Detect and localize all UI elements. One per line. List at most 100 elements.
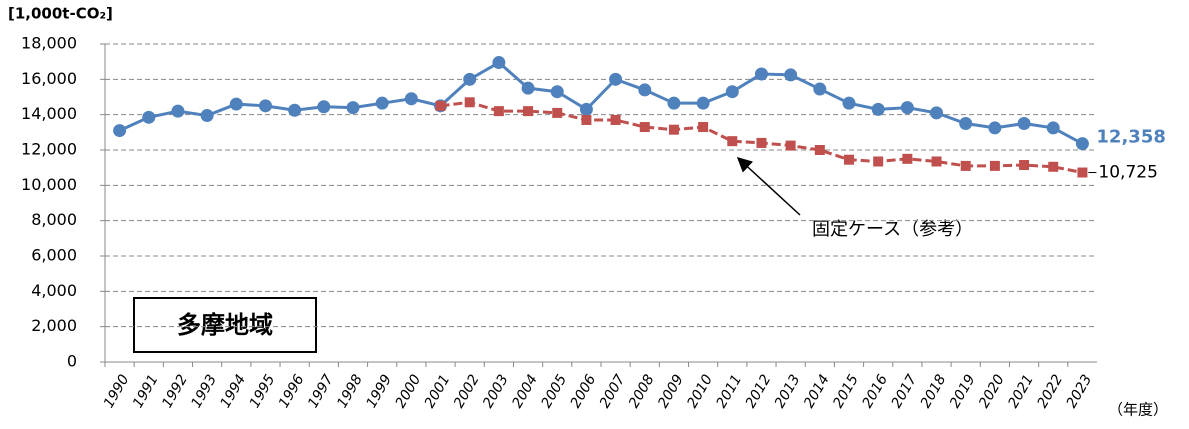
x-tick-label: 2021 [1005,372,1037,411]
point [698,122,709,133]
x-tick-label: 2015 [830,372,862,411]
x-tick-label: 1995 [247,372,279,411]
x-tick-label: 2004 [509,372,541,411]
point [1019,160,1030,171]
point [609,72,623,86]
y-tick-label: 0 [67,352,77,371]
x-tick-label: 2005 [538,372,570,411]
x-tick-label: 2006 [568,372,600,411]
point [756,137,767,148]
point [727,136,738,147]
region-title: 多摩地域 [177,311,273,339]
y-tick-label: 2,000 [31,316,77,335]
point [579,102,593,116]
point [200,109,214,123]
point [521,81,535,95]
y-tick-label: 12,000 [21,140,77,159]
y-tick-label: 16,000 [21,69,77,88]
x-tick-label: 1994 [218,372,250,411]
point [288,103,302,117]
x-tick-label: 2012 [743,372,775,411]
y-tick-label: 14,000 [21,104,77,123]
x-tick-label: 2007 [597,372,629,411]
x-tick-label: 1999 [363,372,395,411]
x-axis-label: （年度） [1108,401,1168,419]
x-tick-label: 2020 [976,372,1008,411]
x-tick-label: 1990 [101,372,133,411]
series-line [440,100,1083,174]
point [930,106,944,120]
point [229,97,243,111]
y-tick-label: 18,000 [21,34,77,53]
point [1077,167,1088,178]
x-tick-label: 1998 [334,372,366,411]
point [171,104,185,118]
point [960,160,971,171]
point [785,140,796,151]
point [842,96,856,110]
point [931,156,942,167]
x-tick-label: 2016 [859,372,891,411]
x-tick-label: 2018 [918,372,950,411]
x-tick-label: 2003 [480,372,512,411]
point [523,106,534,117]
point [754,67,768,81]
point [667,96,681,110]
x-tick-label: 2022 [1034,372,1066,411]
annotation: 固定ケース（参考） [812,219,973,240]
y-axis-label: [1,000t-CO₂] [8,5,113,23]
point [581,114,592,125]
x-tick-label: 2023 [1064,372,1096,411]
x-tick-label: 1996 [276,372,308,411]
point [142,110,156,124]
point [493,106,504,117]
point [902,153,913,164]
x-tick-label: 1992 [159,372,191,411]
annotation-arrow [736,156,801,216]
point [113,124,127,138]
x-tick-label: 2019 [947,372,979,411]
point [550,85,564,99]
y-tick-label: 8,000 [31,210,77,229]
point [988,121,1002,135]
point [959,117,973,130]
x-tick-label: 2001 [422,372,454,411]
x-tick-label: 2009 [655,372,687,411]
point [404,92,418,106]
point [610,114,621,125]
point [871,102,885,116]
value-label: 12,358 [1096,127,1165,148]
point [1075,137,1089,151]
point [1048,161,1059,172]
value-label: 10,725 [1098,163,1157,183]
point [814,145,825,155]
point [725,85,739,99]
point [638,83,652,97]
x-tick-label: 2013 [772,372,804,411]
y-tick-label: 10,000 [21,175,77,194]
x-tick-label: 2008 [626,372,658,411]
y-tick-label: 6,000 [31,246,77,265]
point [464,97,475,108]
point [668,124,679,135]
point [696,96,710,110]
y-tick-label: 4,000 [31,281,77,300]
point [844,154,854,165]
point [989,160,1000,171]
point [492,56,506,70]
point [873,156,884,167]
x-tick-label: 2002 [451,372,483,411]
point [1017,117,1031,130]
point [900,101,914,115]
point [813,82,827,96]
x-tick-label: 1993 [188,372,220,411]
point [1046,121,1060,135]
point [552,107,563,118]
point [346,101,360,115]
x-tick-label: 2014 [801,372,833,411]
x-tick-label: 2000 [393,372,425,411]
x-tick-label: 2011 [714,372,746,411]
x-tick-label: 2010 [684,372,716,411]
x-tick-label: 1991 [130,372,162,411]
